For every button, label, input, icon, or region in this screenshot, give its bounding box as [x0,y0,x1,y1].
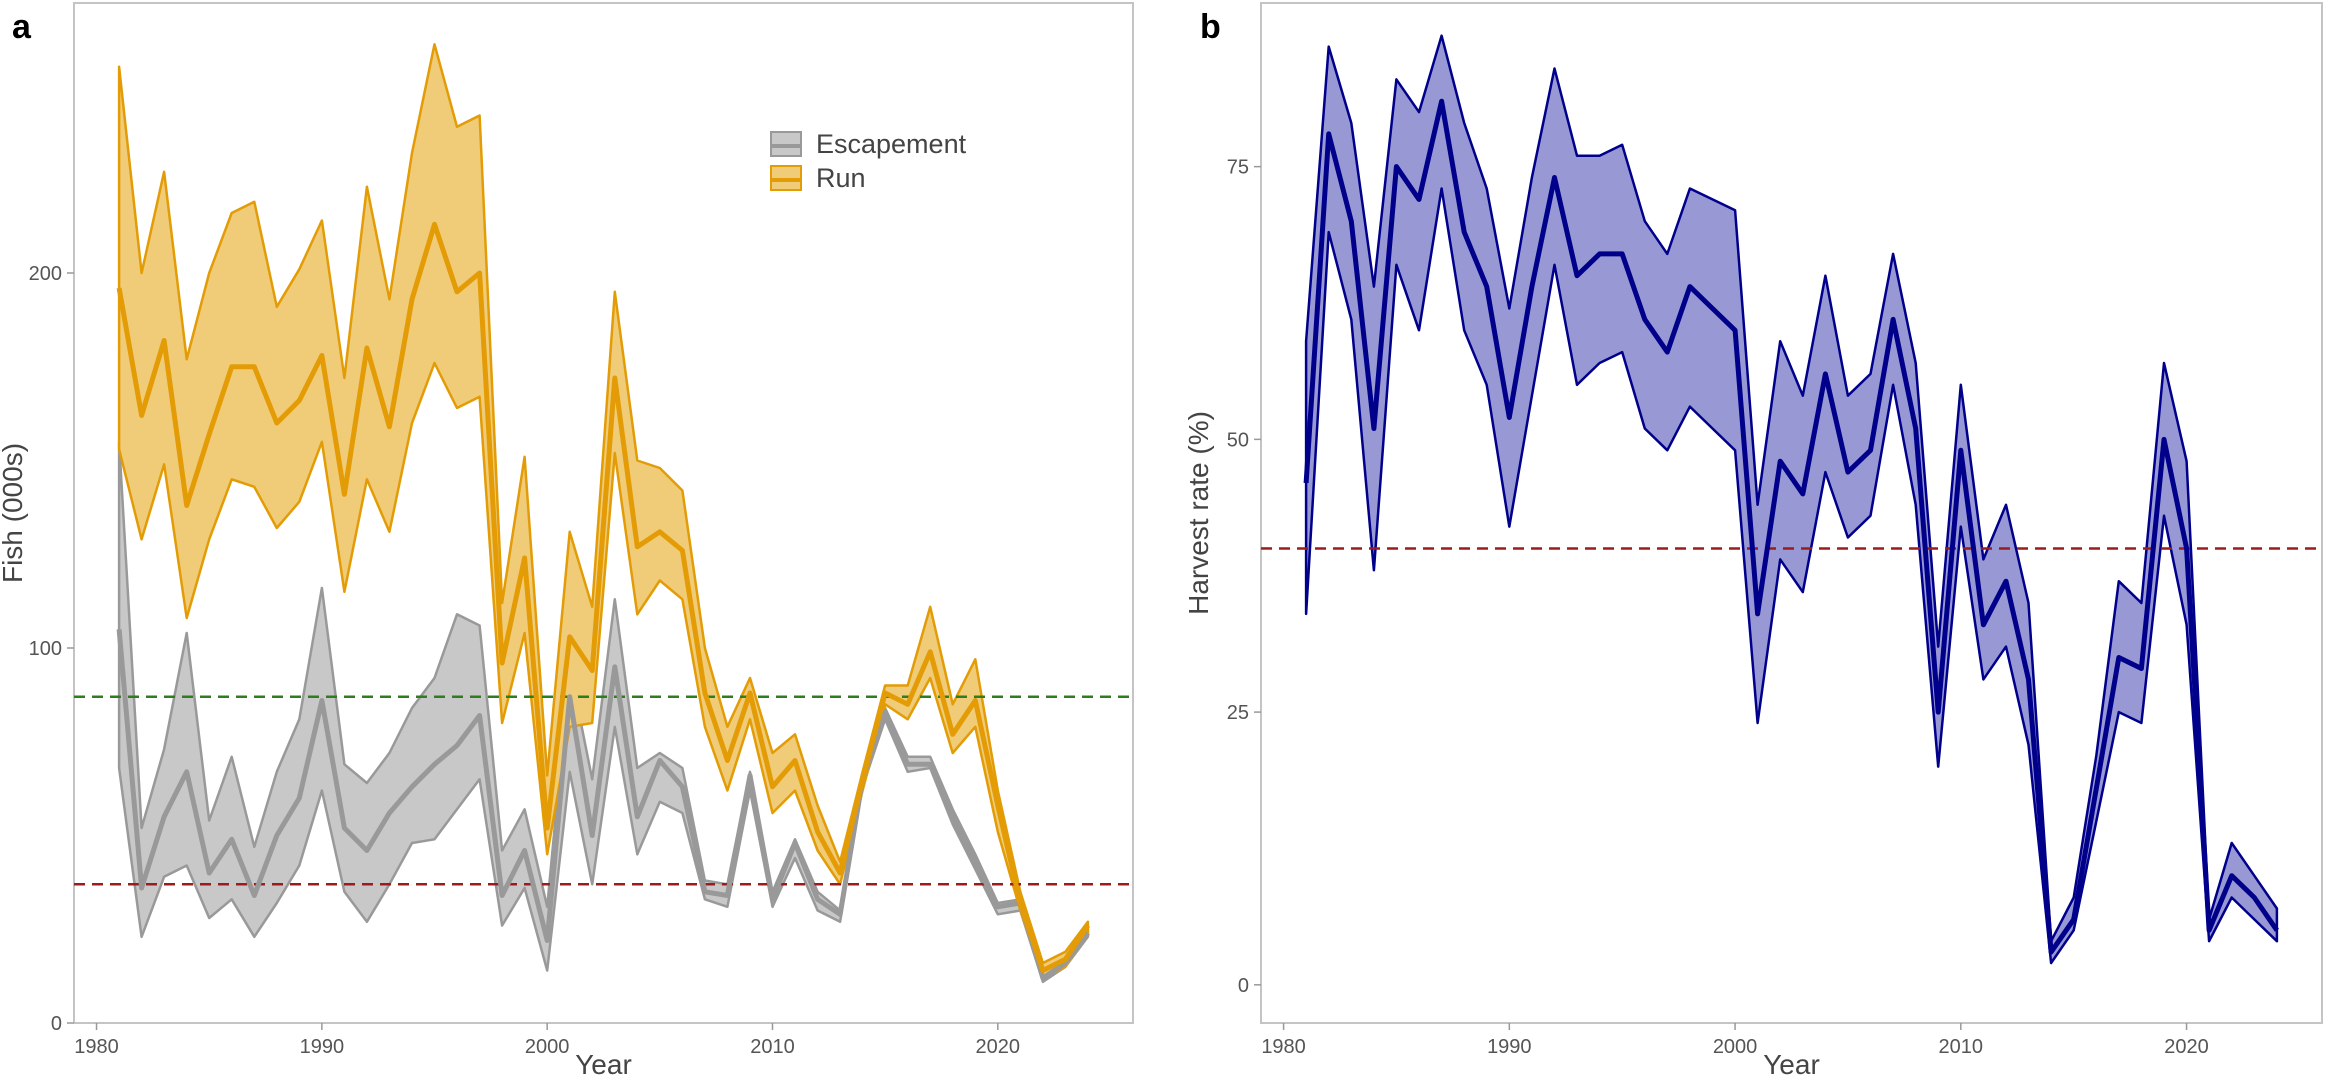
x-tick-label-1980-a: 1980 [74,1036,119,1058]
chart-a-canvas: 1980 1990 2000 2010 2020 0 100 200 Year Fish (000… [0,2,1134,1080]
panel-a: a 1980 1990 2000 2010 2020 0 100 200 Year Fish (0… [0,0,1150,1080]
x-tick-label-2020-b: 2020 [2164,1036,2209,1058]
x-tick-label-1980-b: 1980 [1261,1036,1306,1058]
y-axis-title-b: Harvest rate (%) [1183,411,1214,615]
ribbon-series-b [1304,34,2279,965]
chart-b-canvas: 1980 1990 2000 2010 2020 0 25 50 75 Year Harvest r… [1183,2,2323,1080]
plot-frame-a [73,2,1134,1024]
panel-b: b 1980 1990 2000 2010 2020 0 25 50 75 Year Harvest… [1170,0,2340,1080]
legend-item-run: Run [770,161,966,195]
median-line-escapement-a [116,629,1090,981]
x-tick-label-2000-b: 2000 [1713,1036,1758,1058]
x-tick-label-2010-a: 2010 [750,1036,795,1058]
x-tick-label-1990-a: 1990 [300,1036,345,1058]
y-tick-label-50-b: 50 [1227,429,1249,451]
median-line-series-b [1303,98,2279,955]
legend-label-escapement: Escapement [816,128,967,159]
legend-key-escapement [770,131,802,157]
y-tick-label-25-b: 25 [1227,702,1249,724]
y-tick-label-200-a: 200 [29,263,62,285]
plot-frame-b [1260,2,2323,1024]
y-axis-title-a: Fish (000s) [0,443,28,583]
y-tick-label-0-b: 0 [1238,975,1249,997]
x-axis-title-a: Year [575,1049,632,1080]
y-tick-label-0-a: 0 [51,1013,62,1035]
legend-key-run [770,165,802,191]
legend-label-run: Run [816,162,866,193]
x-axis-title-b: Year [1763,1049,1820,1080]
x-tick-label-2000-a: 2000 [525,1036,570,1058]
x-tick-label-1990-b: 1990 [1487,1036,1532,1058]
x-tick-label-2020-a: 2020 [976,1036,1021,1058]
panel-label-a: a [12,8,31,46]
median-line-run-a [116,221,1090,973]
y-tick-label-100-a: 100 [29,638,62,660]
x-tick-label-2010-b: 2010 [1939,1036,1984,1058]
y-tick-label-75-b: 75 [1227,157,1249,179]
legend: Escapement Run [770,127,966,195]
panel-label-b: b [1200,8,1221,46]
legend-item-escapement: Escapement [770,127,966,161]
